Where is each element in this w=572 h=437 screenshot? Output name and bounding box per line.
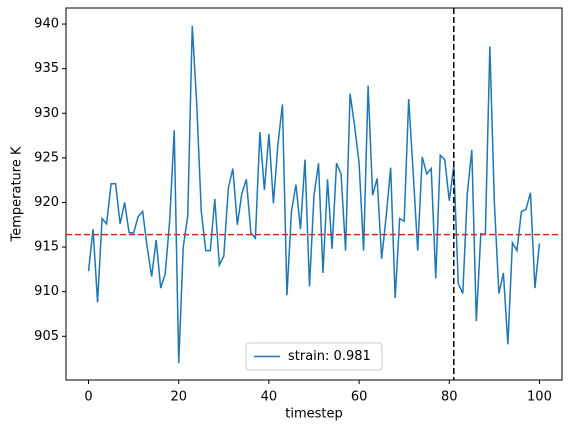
axes-frame bbox=[65, 7, 563, 381]
x-tick-label: 100 bbox=[527, 390, 552, 405]
y-tick-label: 905 bbox=[34, 329, 59, 344]
x-tick-label: 0 bbox=[84, 390, 92, 405]
y-tick-label: 920 bbox=[34, 195, 59, 210]
y-tick-label: 930 bbox=[34, 106, 59, 121]
y-tick-label: 915 bbox=[34, 240, 59, 255]
x-axis-label: timestep bbox=[285, 407, 343, 422]
y-tick-label: 935 bbox=[34, 61, 59, 76]
legend-box bbox=[245, 342, 383, 371]
x-tick-label: 80 bbox=[441, 390, 458, 405]
x-tick-label: 60 bbox=[351, 390, 368, 405]
x-tick-label: 40 bbox=[261, 390, 278, 405]
x-tick-label: 20 bbox=[170, 390, 187, 405]
y-axis-label: Temperature K bbox=[10, 146, 25, 242]
line-series bbox=[87, 25, 541, 364]
y-tick-label: 925 bbox=[34, 150, 59, 165]
legend-label: strain: 0.981 bbox=[288, 349, 371, 364]
y-tick-label: 940 bbox=[34, 17, 59, 32]
y-tick-label: 910 bbox=[34, 284, 59, 299]
